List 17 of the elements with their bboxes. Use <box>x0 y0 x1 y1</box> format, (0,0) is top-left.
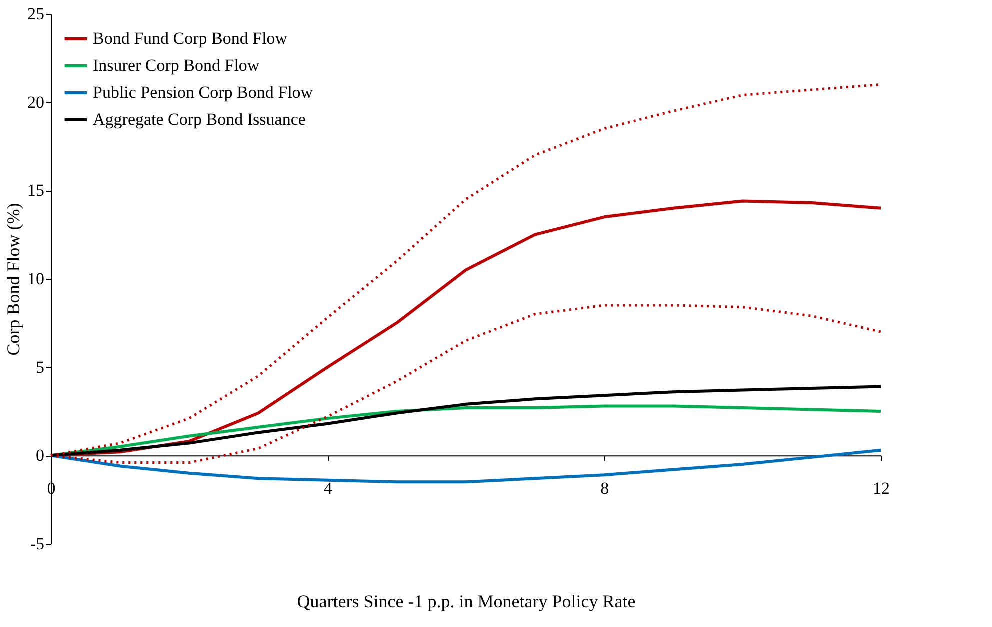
y-axis-title: Corp Bond Flow (%) <box>4 203 24 356</box>
legend-label: Insurer Corp Bond Flow <box>93 56 260 75</box>
y-tick-label: 5 <box>36 358 44 377</box>
y-tick-label: 20 <box>28 92 44 112</box>
legend-label: Bond Fund Corp Bond Flow <box>93 29 288 48</box>
y-tick-label: 25 <box>28 4 44 24</box>
y-tick-label: -5 <box>30 534 44 554</box>
line-series <box>50 448 882 484</box>
y-tick-label: 15 <box>28 181 44 200</box>
legend-label: Public Pension Corp Bond Flow <box>93 83 314 102</box>
y-tick-label: 0 <box>36 446 44 466</box>
x-tick-label: 4 <box>324 479 333 498</box>
x-tick-label: 8 <box>600 479 610 498</box>
x-tick-label: 12 <box>873 479 890 498</box>
x-axis-title: Quarters Since -1 p.p. in Monetary Policy Rate <box>297 592 636 612</box>
y-tick-label: 10 <box>28 270 44 288</box>
legend-label: Aggregate Corp Bond Issuance <box>93 110 306 129</box>
